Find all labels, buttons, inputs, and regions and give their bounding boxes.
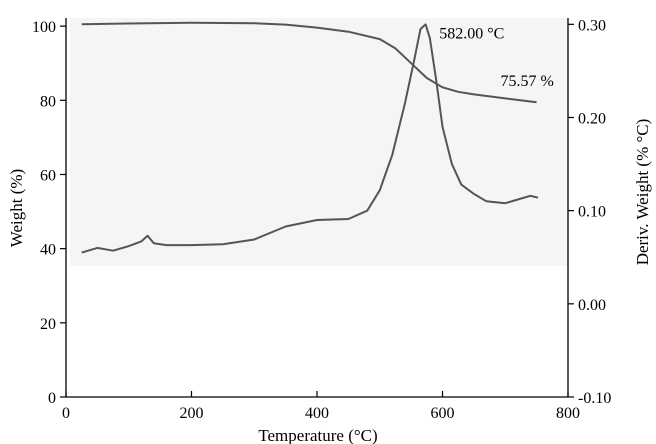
left-y-tick-label: 20	[40, 316, 56, 333]
left-y-tick-label: 0	[48, 390, 56, 407]
right-y-tick-label: 0.30	[578, 17, 606, 34]
right-y-tick-label: 0.00	[578, 297, 606, 314]
x-tick-label: 200	[180, 405, 204, 422]
x-tick-label: 800	[556, 405, 580, 422]
left-y-tick-label: 80	[40, 93, 56, 110]
right-y-tick-label: 0.10	[578, 204, 606, 221]
right-y-tick-label: -0.10	[578, 390, 611, 407]
shaded-plot-region	[70, 18, 568, 266]
left-y-tick-label: 40	[40, 242, 56, 259]
left-y-tick-label: 100	[32, 19, 56, 36]
x-tick-label: 0	[62, 405, 70, 422]
left-y-axis-title: Weight (%)	[7, 169, 26, 247]
residual-weight-annotation: 75.57 %	[501, 73, 554, 90]
right-y-axis-title: Deriv. Weight (% °C)	[633, 119, 652, 266]
x-tick-label: 600	[431, 405, 455, 422]
x-tick-label: 400	[305, 405, 329, 422]
x-axis-title: Temperature (°C)	[258, 426, 377, 444]
derivative-weight-curve	[81, 23, 539, 254]
peak-temperature-annotation: 582.00 °C	[439, 25, 504, 42]
left-y-tick-label: 60	[40, 167, 56, 184]
axis-ticks: 0 200 400 600 800 0 20 40 60 80 100 -0.10 0.00 0.10 0.…	[32, 17, 611, 422]
right-y-tick-label: 0.20	[578, 110, 606, 127]
weight-curve	[81, 21, 537, 104]
plot-lines	[81, 21, 539, 254]
